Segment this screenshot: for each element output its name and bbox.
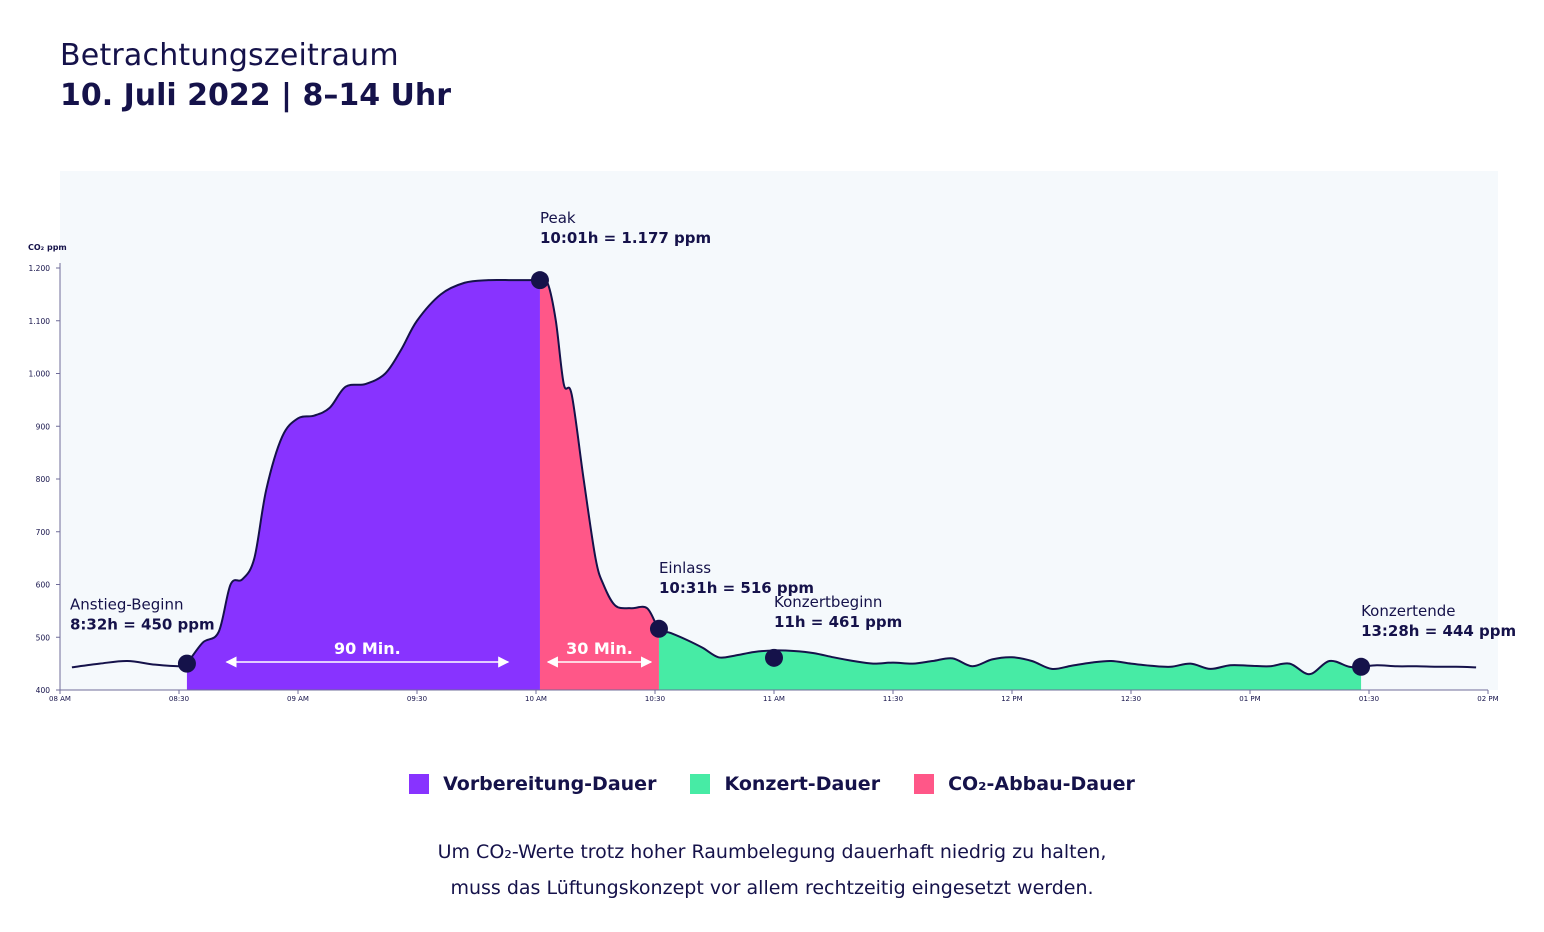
legend-swatch-co2-reduction [914, 774, 935, 794]
marker-anstieg-beginn [177, 654, 196, 673]
annotation-value-peak: 10:01h = 1.177 ppm [540, 229, 711, 247]
annotation-value-anstieg-beginn: 8:32h = 450 ppm [70, 616, 215, 634]
y-tick-label: 700 [36, 528, 51, 537]
area-concert [658, 628, 1362, 690]
x-tick-label: 11 AM [763, 695, 785, 703]
y-tick-label: 800 [36, 475, 51, 484]
legend-item-co2-reduction: CO₂-Abbau-Dauer [914, 773, 1135, 795]
x-tick-label: 01:30 [1359, 695, 1379, 703]
x-tick-label: 08 AM [49, 695, 71, 703]
annotation-title-konzertende: Konzertende [1361, 602, 1455, 620]
x-tick-label: 09 AM [287, 695, 309, 703]
annotation-title-konzertbeginn: Konzertbeginn [774, 593, 882, 611]
legend-item-concert: Konzert-Dauer [690, 773, 880, 795]
x-tick-label: 08:30 [169, 695, 189, 703]
annotation-value-konzertende: 13:28h = 444 ppm [1361, 622, 1516, 640]
co2-line [71, 278, 1477, 676]
marker-konzertende [1352, 657, 1371, 676]
legend-item-preparation: Vorbereitung-Dauer [409, 773, 656, 795]
y-tick-label: 900 [36, 422, 51, 431]
x-tick-label: 09:30 [407, 695, 427, 703]
axes: 400 500 600 700 800 900 1.000 1.100 1.200 08 AM 08… [29, 263, 1499, 703]
y-tick-label: 500 [36, 633, 51, 642]
x-tick-label: 10:30 [645, 695, 665, 703]
y-tick-label: 600 [36, 581, 51, 590]
co2-area-chart: 400 500 600 700 800 900 1.000 1.100 1.200 08 AM 08… [28, 209, 1517, 703]
y-tick-label: 1.000 [29, 370, 51, 379]
x-tick-label: 12:30 [1121, 695, 1141, 703]
annotation-title-einlass: Einlass [659, 559, 711, 577]
x-tick-label: 02 PM [1477, 695, 1498, 703]
duration-label-co2-reduction: 30 Min. [566, 639, 633, 658]
legend: Vorbereitung-Dauer Konzert-Dauer CO₂-Abb… [0, 773, 1544, 795]
legend-swatch-concert [690, 774, 711, 794]
phase-areas [186, 279, 1362, 690]
legend-label-concert: Konzert-Dauer [724, 773, 881, 795]
series-line [71, 278, 1477, 676]
y-axis-label: CO₂ ppm [28, 243, 67, 252]
legend-label-preparation: Vorbereitung-Dauer [443, 773, 657, 795]
annotation-value-konzertbeginn: 11h = 461 ppm [774, 613, 902, 631]
marker-konzertbeginn [765, 648, 783, 667]
marker-einlass [649, 619, 668, 638]
annotation-title-peak: Peak [540, 209, 576, 227]
annotation-value-einlass: 10:31h = 516 ppm [659, 579, 814, 597]
area-preparation [186, 279, 540, 690]
area-co2-reduction [539, 279, 659, 690]
x-tick-label: 10 AM [525, 695, 547, 703]
page-title: Betrachtungszeitraum [60, 38, 399, 73]
x-tick-label: 01 PM [1239, 695, 1260, 703]
legend-swatch-preparation [409, 774, 430, 794]
y-tick-label: 400 [36, 686, 51, 695]
duration-arrows: 90 Min. 30 Min. [225, 639, 653, 668]
caption: Um CO₂-Werte trotz hoher Raumbelegung da… [0, 834, 1544, 906]
legend-label-co2-reduction: CO₂-Abbau-Dauer [948, 773, 1135, 795]
y-tick-label: 1.100 [29, 317, 51, 326]
caption-line-1: Um CO₂-Werte trotz hoher Raumbelegung da… [437, 841, 1107, 863]
annotation-title-anstieg-beginn: Anstieg-Beginn [70, 596, 183, 614]
x-tick-label: 12 PM [1001, 695, 1022, 703]
page-subtitle: 10. Juli 2022 | 8–14 Uhr [60, 78, 452, 113]
x-tick-label: 11:30 [883, 695, 903, 703]
duration-label-preparation: 90 Min. [334, 639, 401, 658]
y-tick-label: 1.200 [29, 264, 51, 273]
caption-line-2: muss das Lüftungskonzept vor allem recht… [450, 877, 1094, 899]
marker-peak [530, 271, 549, 290]
annotations: Anstieg-Beginn 8:32h = 450 ppm Peak 10:01h … [70, 209, 1516, 676]
